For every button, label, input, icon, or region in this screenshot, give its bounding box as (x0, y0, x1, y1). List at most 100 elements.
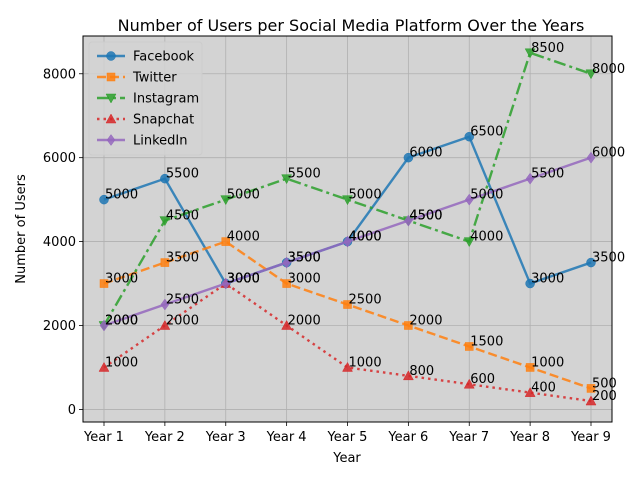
series-layer (98, 48, 597, 406)
data-label: 2000 (288, 314, 321, 329)
legend-item: Facebook (97, 50, 195, 65)
data-label: 3000 (531, 272, 564, 287)
data-label: 5000 (470, 188, 503, 203)
data-point (160, 173, 170, 184)
data-point (525, 172, 535, 185)
legend-marker (106, 134, 116, 146)
data-point (281, 174, 293, 185)
legend: Facebook Twitter Instagram Snapchat LinkedIn (88, 41, 203, 156)
legend-item: Twitter (97, 71, 177, 86)
data-label: 2500 (349, 293, 382, 308)
data-point (282, 279, 291, 288)
data-label: 5500 (531, 167, 564, 182)
data-point (465, 342, 474, 351)
data-label: 4500 (166, 209, 199, 224)
data-point (281, 319, 293, 330)
data-point (403, 152, 414, 163)
data-label: 600 (470, 372, 495, 387)
x-tick-label: Year 2 (144, 430, 185, 445)
data-point (98, 361, 110, 372)
data-point (524, 48, 536, 59)
series-linkedin (99, 151, 596, 332)
data-point (404, 321, 413, 330)
data-point (220, 195, 232, 206)
data-label: 400 (531, 381, 556, 396)
data-label: 2000 (105, 314, 138, 329)
data-point (404, 214, 413, 227)
data-label: 5500 (166, 167, 199, 182)
data-label: 2500 (166, 293, 199, 308)
y-tick-label: 0 (68, 403, 76, 418)
x-axis-ticks: Year 1 Year 2 Year 3 Year 4 Year 5 Year 6 Year… (83, 422, 611, 445)
legend-marker (105, 113, 117, 124)
data-label: 1000 (105, 355, 138, 370)
data-point (524, 387, 536, 397)
legend-marker (105, 93, 117, 104)
data-label: 4000 (227, 230, 260, 245)
series-twitter (99, 237, 596, 393)
data-point (282, 256, 291, 269)
y-tick-label: 4000 (43, 235, 76, 250)
legend-item: LinkedIn (97, 134, 187, 149)
data-label: 4000 (349, 230, 382, 245)
data-point (343, 300, 352, 309)
data-point (464, 193, 474, 206)
data-label: 800 (409, 364, 434, 379)
data-label: 3000 (227, 272, 260, 287)
legend-label: Twitter (132, 71, 177, 86)
y-axis-ticks: 0 2000 4000 6000 8000 (43, 67, 83, 418)
data-label: 3500 (592, 251, 625, 266)
data-label: 4500 (409, 209, 442, 224)
data-point (586, 384, 596, 393)
legend-item: Instagram (97, 92, 199, 107)
data-label: 3000 (227, 272, 260, 287)
data-label: 6000 (592, 146, 625, 161)
data-point (525, 363, 535, 372)
x-tick-label: Year 5 (327, 430, 368, 445)
data-point (99, 194, 109, 205)
data-point (586, 151, 596, 164)
x-tick-label: Year 3 (205, 430, 246, 445)
data-label: 2000 (166, 314, 199, 329)
data-label: 3000 (105, 272, 138, 287)
data-point (463, 378, 475, 389)
data-label: 8500 (531, 41, 564, 56)
data-point (585, 69, 597, 80)
legend-item: Snapchat (97, 113, 194, 128)
data-label: 5000 (349, 188, 382, 203)
data-label: 5000 (105, 188, 138, 203)
data-point (464, 131, 474, 142)
y-tick-label: 8000 (43, 67, 76, 82)
series-line (102, 51, 592, 327)
data-point (221, 277, 231, 290)
data-point (342, 195, 353, 206)
data-point (159, 216, 171, 227)
legend-label: LinkedIn (133, 134, 187, 149)
data-label: 8000 (592, 62, 625, 77)
chart-title: Number of Users per Social Media Platfor… (118, 16, 585, 35)
legend-label: Instagram (133, 92, 199, 107)
grid-lines (83, 36, 612, 422)
data-label: 3000 (288, 272, 321, 287)
legend-label: Snapchat (133, 113, 194, 128)
data-label: 2000 (409, 314, 442, 329)
data-point (343, 235, 352, 248)
data-label: 200 (592, 389, 617, 404)
data-point (585, 395, 597, 406)
y-axis-label: Number of Users (14, 174, 29, 284)
data-point (525, 278, 535, 289)
legend-marker (106, 51, 116, 61)
x-axis-label: Year (332, 451, 361, 466)
data-point (221, 237, 230, 246)
data-label: 5500 (288, 167, 321, 182)
data-point (342, 361, 353, 372)
data-label: 2000 (105, 314, 138, 329)
data-label: 4500 (409, 209, 442, 224)
x-tick-label: Year 8 (509, 430, 550, 445)
series-line (103, 282, 592, 403)
data-label: 1500 (470, 334, 503, 349)
data-point (159, 319, 171, 330)
data-label: 6500 (470, 125, 503, 140)
data-label: 4000 (470, 230, 503, 245)
